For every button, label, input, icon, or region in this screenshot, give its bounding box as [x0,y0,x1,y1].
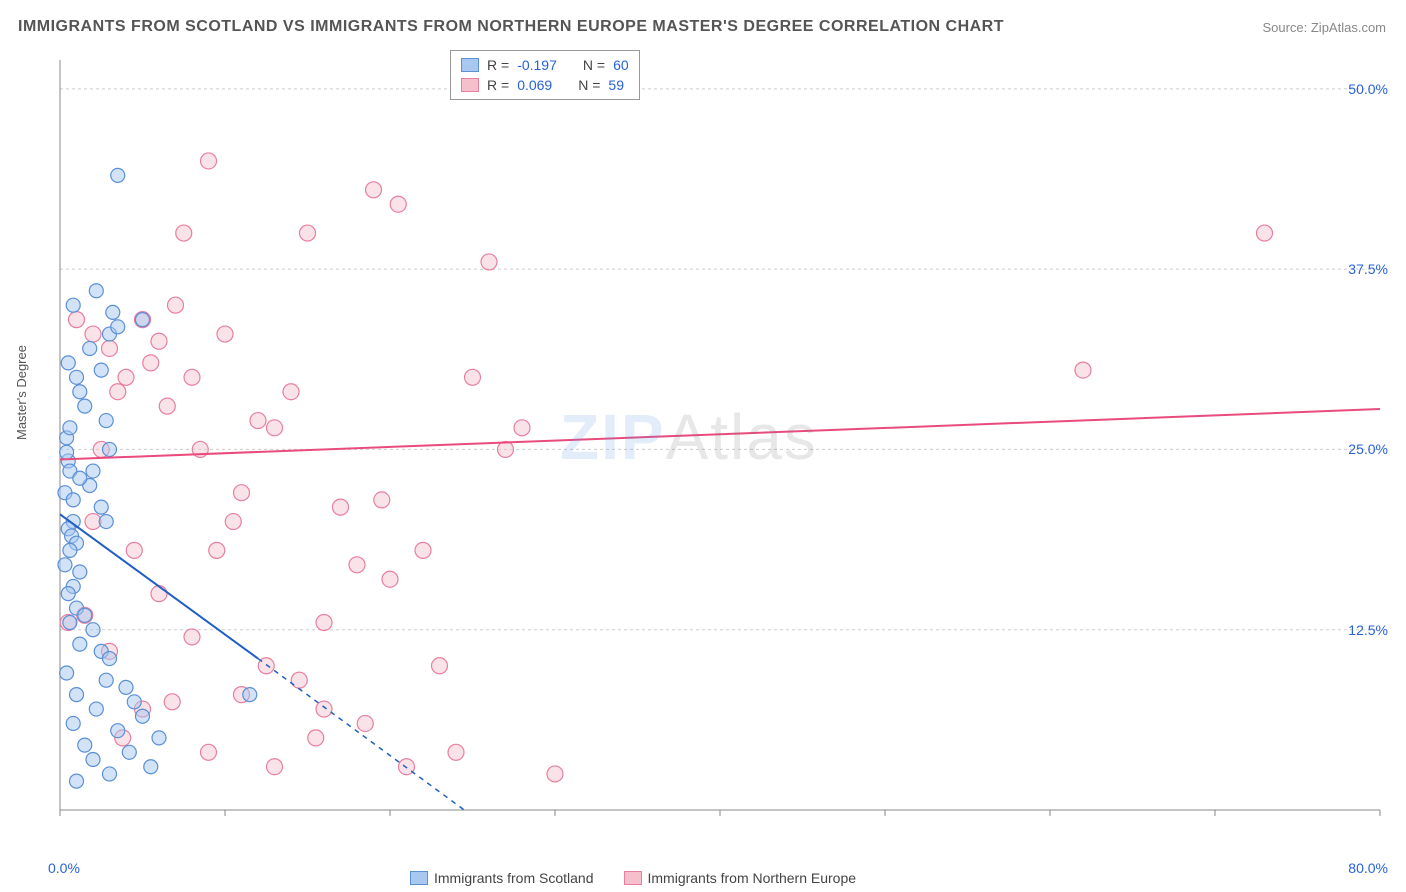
legend-label: Immigrants from Scotland [434,870,594,886]
r-value: 0.069 [517,77,552,93]
legend-row-northern-europe: R = 0.069 N = 59 [461,75,629,95]
y-axis-label: Master's Degree [14,345,29,440]
legend-row-scotland: R = -0.197 N = 60 [461,55,629,75]
n-value: 60 [613,57,629,73]
correlation-legend: R = -0.197 N = 60 R = 0.069 N = 59 [450,50,640,100]
legend-swatch-northern-europe [461,78,479,92]
chart-area [50,50,1390,830]
n-value: 59 [608,77,624,93]
legend-swatch-northern-europe [624,871,642,885]
r-label: R = [487,57,509,73]
x-axis-max-label: 80.0% [1348,860,1388,876]
legend-item-scotland: Immigrants from Scotland [410,870,594,886]
series-legend: Immigrants from Scotland Immigrants from… [410,870,856,886]
source-attribution: Source: ZipAtlas.com [1262,20,1386,35]
y-gridline-label-0: 12.5% [1328,622,1388,638]
legend-swatch-scotland [461,58,479,72]
n-label: N = [578,77,600,93]
y-gridline-label-2: 37.5% [1328,261,1388,277]
r-value: -0.197 [517,57,557,73]
chart-title: IMMIGRANTS FROM SCOTLAND VS IMMIGRANTS F… [18,18,1004,36]
n-label: N = [583,57,605,73]
legend-swatch-scotland [410,871,428,885]
y-gridline-label-1: 25.0% [1328,441,1388,457]
r-label: R = [487,77,509,93]
legend-item-northern-europe: Immigrants from Northern Europe [624,870,857,886]
x-axis-min-label: 0.0% [48,860,80,876]
legend-label: Immigrants from Northern Europe [648,870,857,886]
scatter-chart [50,50,1390,830]
y-gridline-label-3: 50.0% [1328,81,1388,97]
